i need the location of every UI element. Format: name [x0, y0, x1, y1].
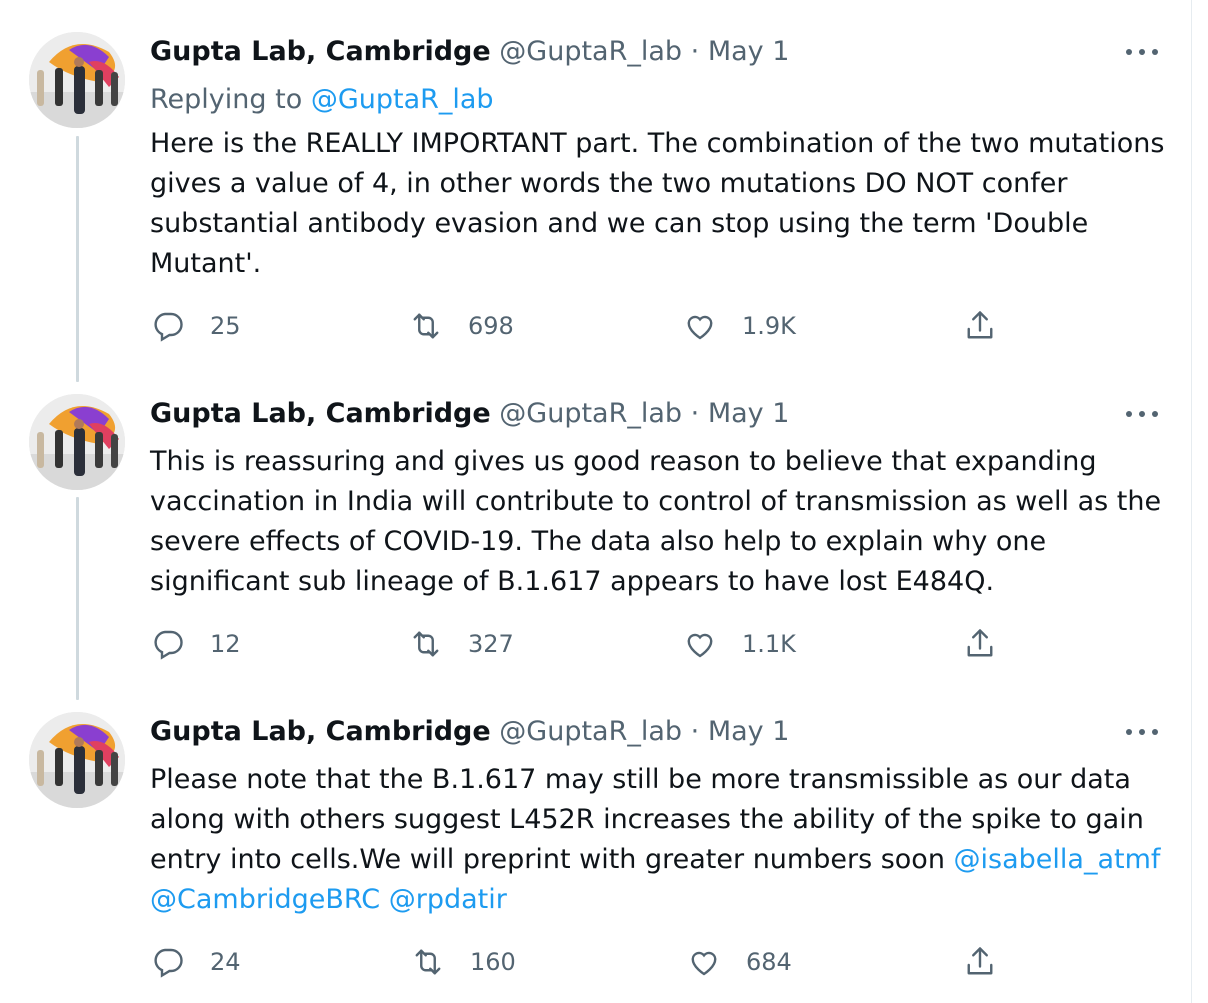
reply-count: 12 — [210, 630, 241, 658]
share-icon — [967, 629, 993, 657]
mention-link[interactable]: @GuptaR_lab — [310, 84, 494, 115]
heart-icon — [687, 633, 713, 658]
like-button[interactable]: 684 — [686, 942, 792, 982]
like-count: 1.9K — [742, 312, 796, 340]
like-button[interactable]: 1.9K — [682, 306, 796, 346]
more-options-icon[interactable] — [1124, 402, 1160, 426]
avatar[interactable] — [29, 32, 125, 128]
thread-connector — [76, 136, 79, 382]
author-handle[interactable]: @GuptaR_lab — [499, 716, 683, 747]
tweet-line: Here is the REALLY IMPORTANT part. The c… — [150, 128, 1165, 159]
retweet-icon — [413, 313, 439, 339]
author-name[interactable]: Gupta Lab, Cambridge — [150, 36, 491, 67]
avatar-photo-icon — [29, 32, 125, 128]
tweet-line: gives a value of 4, in other words the t… — [150, 168, 1068, 199]
tweet-line: entry into cells.We will preprint with g… — [150, 840, 1170, 880]
reply-count: 25 — [210, 312, 241, 340]
tweet-date[interactable]: May 1 — [707, 716, 790, 747]
share-icon — [967, 311, 993, 339]
author-name[interactable]: Gupta Lab, Cambridge — [150, 398, 491, 429]
like-count: 1.1K — [742, 630, 796, 658]
thread-connector — [76, 497, 79, 700]
tweet-line: Please note that the B.1.617 may still b… — [150, 764, 1131, 795]
reply-icon — [154, 948, 183, 978]
page-border — [1191, 0, 1192, 1003]
separator: · — [690, 398, 700, 429]
share-button[interactable] — [962, 306, 998, 346]
avatar-photo-icon — [29, 712, 125, 808]
tweet-line: vaccination in India will contribute to … — [150, 486, 1162, 517]
more-options-icon[interactable] — [1124, 40, 1160, 64]
share-button[interactable] — [962, 942, 998, 982]
reply-button[interactable]: 25 — [150, 306, 241, 346]
retweet-button[interactable]: 160 — [410, 942, 516, 982]
tweet-date[interactable]: May 1 — [707, 36, 790, 67]
tweet-text: Here is the REALLY IMPORTANT part. The c… — [150, 124, 1170, 284]
like-button[interactable]: 1.1K — [682, 624, 796, 664]
tweet-actions: 24 160 684 — [150, 942, 1010, 982]
tweet-header: Gupta Lab, Cambridge @GuptaR_lab · May 1 — [150, 712, 789, 752]
reply-button[interactable]: 12 — [150, 624, 241, 664]
tweet-text: Please note that the B.1.617 may still b… — [150, 760, 1170, 920]
reply-count: 24 — [210, 948, 241, 976]
mention-link[interactable]: @isabella_atmf — [953, 844, 1161, 875]
heart-icon — [687, 315, 713, 340]
separator: · — [690, 716, 700, 747]
separator: · — [690, 36, 700, 67]
tweet[interactable]: Gupta Lab, Cambridge @GuptaR_lab · May 1… — [0, 712, 1190, 1002]
share-icon — [967, 947, 993, 975]
retweet-button[interactable]: 698 — [408, 306, 514, 346]
mention-link[interactable]: @rpdatir — [388, 884, 507, 915]
retweet-icon — [415, 949, 441, 975]
tweet-line: This is reassuring and gives us good rea… — [150, 446, 1097, 477]
tweet-actions: 25 698 1.9K — [150, 306, 1010, 346]
tweet-line: severe effects of COVID-19. The data als… — [150, 526, 1047, 557]
reply-icon — [154, 630, 183, 660]
tweet-line: Mutant'. — [150, 248, 262, 279]
tweet-text: This is reassuring and gives us good rea… — [150, 442, 1170, 602]
mention-link[interactable]: @CambridgeBRC — [150, 884, 381, 915]
tweet-line: along with others suggest L452R increase… — [150, 804, 1144, 835]
avatar[interactable] — [29, 712, 125, 808]
tweet[interactable]: Gupta Lab, Cambridge @GuptaR_lab · May 1… — [0, 32, 1190, 372]
replying-to: Replying to @GuptaR_lab — [150, 80, 494, 120]
share-button[interactable] — [962, 624, 998, 664]
retweet-count: 327 — [468, 630, 514, 658]
reply-button[interactable]: 24 — [150, 942, 241, 982]
avatar-photo-icon — [29, 394, 125, 490]
tweet-line: substantial antibody evasion and we can … — [150, 208, 1089, 239]
retweet-count: 698 — [468, 312, 514, 340]
tweet-line-text: entry into cells.We will preprint with g… — [150, 844, 945, 875]
tweet-actions: 12 327 1.1K — [150, 624, 1010, 664]
tweet-line: @CambridgeBRC @rpdatir — [150, 880, 1170, 920]
tweet-line: significant sub lineage of B.1.617 appea… — [150, 566, 995, 597]
retweet-button[interactable]: 327 — [408, 624, 514, 664]
tweet-header: Gupta Lab, Cambridge @GuptaR_lab · May 1 — [150, 32, 789, 72]
tweet-header: Gupta Lab, Cambridge @GuptaR_lab · May 1 — [150, 394, 789, 434]
retweet-icon — [413, 631, 439, 657]
replying-label: Replying to — [150, 84, 303, 115]
reply-icon — [154, 312, 183, 342]
more-options-icon[interactable] — [1124, 720, 1160, 744]
like-count: 684 — [746, 948, 792, 976]
heart-icon — [691, 951, 717, 976]
avatar[interactable] — [29, 394, 125, 490]
author-name[interactable]: Gupta Lab, Cambridge — [150, 716, 491, 747]
tweet-date[interactable]: May 1 — [707, 398, 790, 429]
author-handle[interactable]: @GuptaR_lab — [499, 36, 683, 67]
author-handle[interactable]: @GuptaR_lab — [499, 398, 683, 429]
tweet[interactable]: Gupta Lab, Cambridge @GuptaR_lab · May 1… — [0, 394, 1190, 684]
retweet-count: 160 — [470, 948, 516, 976]
